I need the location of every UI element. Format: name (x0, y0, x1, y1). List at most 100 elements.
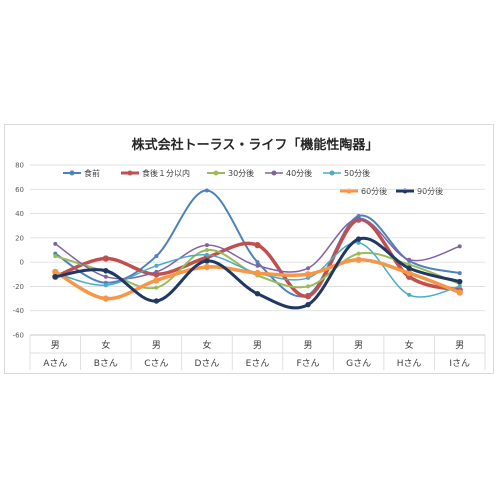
x-tick-label-gender: 男 (304, 340, 313, 351)
data-point (356, 251, 361, 256)
y-tick-label: 60 (15, 186, 24, 194)
legend-swatch-marker (69, 170, 75, 176)
series-2 (52, 216, 463, 300)
x-tick-label-name: Gさん (346, 358, 371, 369)
x-tick-label-gender: 男 (455, 340, 464, 351)
y-tick-label: 80 (15, 162, 24, 170)
data-point (154, 263, 159, 268)
x-tick-label-name: Eさん (246, 358, 270, 369)
legend-swatch-marker (127, 170, 133, 176)
data-point (204, 188, 209, 193)
legend-label: 60分後 (361, 186, 387, 196)
legend-swatch-marker (402, 188, 408, 194)
legend: 食前 食後１分以内 30分後 40分後 50分後 60分後 90分後 (63, 168, 443, 196)
chart-frame: 株式会社トーラス・ライフ「機能性陶器」 食前 食後１分以内 30分後 40分後 50分後… (4, 124, 494, 374)
data-point (204, 252, 209, 257)
data-point (407, 262, 412, 267)
axes: 男 Aさん 女 Bさん 男 Cさん 女 Dさん 男 Eさん 男 Fさん 男 Gさん 女 Hさん 男 Iさん (29, 334, 486, 370)
x-tick-label-name: Aさん (43, 358, 67, 369)
x-tick-label-gender: 女 (405, 339, 414, 351)
data-point (457, 284, 462, 289)
data-point (102, 255, 109, 262)
data-point (355, 256, 362, 263)
data-point (53, 254, 58, 259)
data-point (304, 292, 312, 300)
data-point (305, 301, 311, 308)
legend-label: 40分後 (286, 168, 312, 178)
legend-item: 90分後 (396, 186, 443, 196)
data-point (407, 292, 412, 297)
data-point (52, 274, 58, 280)
data-point (103, 283, 108, 288)
x-tick-label-gender: 女 (202, 339, 211, 351)
legend-label: 食前 (84, 168, 100, 178)
data-point (102, 295, 109, 302)
data-point (154, 285, 159, 290)
y-tick-label: -60 (13, 332, 24, 340)
data-point (406, 265, 412, 271)
x-tick-label-gender: 男 (253, 340, 262, 351)
data-point (154, 269, 159, 274)
series-layer (52, 188, 463, 310)
legend-item: 40分後 (265, 168, 312, 178)
x-tick-label-gender: 男 (152, 340, 161, 351)
data-point (457, 278, 463, 285)
y-tick-label: -20 (13, 283, 24, 291)
x-tick-label-name: Fさん (296, 358, 319, 369)
x-tick-label-gender: 男 (354, 340, 363, 351)
data-point (103, 274, 108, 279)
y-tick-label: 20 (15, 234, 24, 242)
data-point (304, 271, 312, 278)
series-6 (52, 256, 463, 302)
legend-swatch-marker (213, 170, 219, 176)
legend-item: 食前 (63, 168, 100, 178)
legend-item: 30分後 (207, 168, 254, 178)
data-point (204, 243, 209, 248)
data-point (203, 263, 211, 271)
data-point (407, 257, 412, 262)
legend-label: 90分後 (417, 186, 443, 196)
data-point (255, 260, 260, 265)
series-line (53, 217, 462, 298)
data-point (204, 258, 210, 264)
chart-title: 株式会社トーラス・ライフ「機能性陶器」 (132, 137, 379, 153)
data-point (406, 269, 413, 277)
legend-label: 30分後 (228, 168, 254, 178)
series-7 (52, 236, 463, 310)
data-point (153, 298, 160, 304)
series-1 (53, 188, 462, 298)
data-point (457, 271, 462, 276)
data-point (52, 268, 59, 276)
x-tick-label-name: Bさん (94, 358, 118, 369)
y-tick-label: 40 (15, 210, 24, 218)
data-point (457, 244, 462, 249)
x-tick-label-gender: 女 (101, 339, 110, 351)
series-4 (53, 216, 462, 280)
data-point (306, 284, 311, 289)
x-tick-label-name: Dさん (194, 358, 219, 369)
data-point (103, 267, 109, 274)
legend-item: 50分後 (323, 168, 370, 178)
y-tick-label: 0 (20, 259, 24, 267)
legend-item: 60分後 (340, 186, 387, 196)
data-point (456, 289, 463, 296)
x-tick-label-gender: 男 (51, 340, 60, 351)
legend-label: 食後１分以内 (142, 168, 190, 178)
data-point (355, 236, 362, 242)
legend-swatch-marker (271, 170, 277, 176)
legend-label: 50分後 (344, 168, 370, 178)
legend-swatch-marker (329, 170, 335, 176)
x-tick-label-name: Iさん (449, 358, 470, 369)
data-point (204, 248, 209, 252)
data-point (356, 240, 361, 245)
data-point (254, 241, 261, 249)
line-chart: 株式会社トーラス・ライフ「機能性陶器」 食前 食後１分以内 30分後 40分後 50分後… (13, 137, 486, 370)
legend-swatch-marker (346, 188, 352, 194)
data-point (254, 269, 261, 277)
data-point (154, 254, 159, 259)
data-point (53, 241, 58, 246)
data-point (306, 266, 311, 271)
data-point (153, 277, 160, 284)
x-tick-label-name: Cさん (144, 358, 168, 369)
data-point (255, 263, 260, 268)
